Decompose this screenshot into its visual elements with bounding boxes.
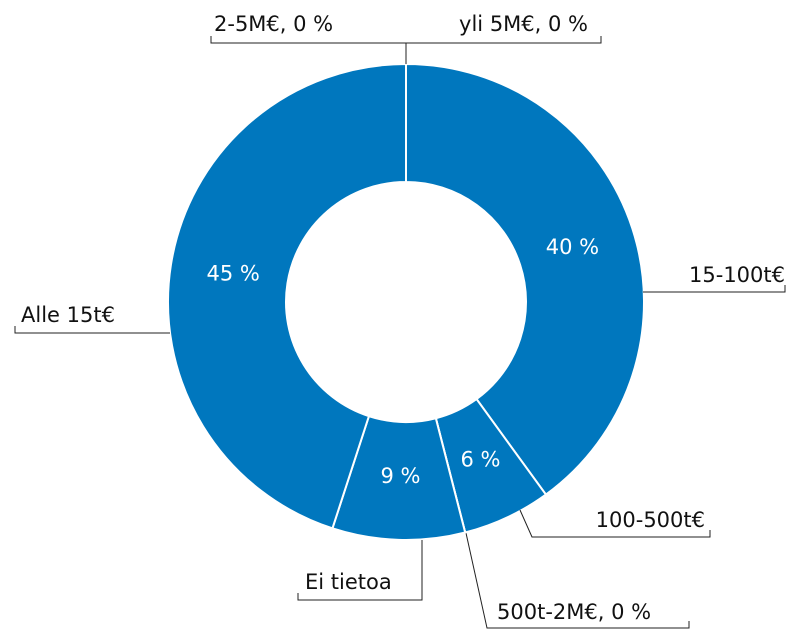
leader-line (14, 326, 170, 334)
donut-slice (405, 62, 645, 496)
leader-line (210, 36, 407, 65)
value-label: 40 % (546, 235, 599, 259)
category-label: 500t-2M€, 0 % (497, 600, 651, 624)
value-label: 9 % (381, 464, 421, 488)
leader-line (519, 509, 711, 538)
category-label: 2-5M€, 0 % (214, 12, 333, 36)
donut-slice (167, 62, 407, 530)
value-label: 6 % (461, 447, 501, 471)
category-label: 100-500t€ (596, 508, 705, 532)
category-label: Alle 15t€ (21, 303, 115, 327)
category-label: yli 5M€, 0 % (459, 12, 588, 36)
leader-line (465, 532, 690, 629)
leader-line (643, 285, 786, 293)
category-label: Ei tietoa (305, 570, 392, 594)
leader-line (406, 36, 602, 44)
category-label: 15-100t€ (689, 263, 785, 287)
leader-line (297, 540, 423, 601)
value-label: 45 % (206, 262, 259, 286)
